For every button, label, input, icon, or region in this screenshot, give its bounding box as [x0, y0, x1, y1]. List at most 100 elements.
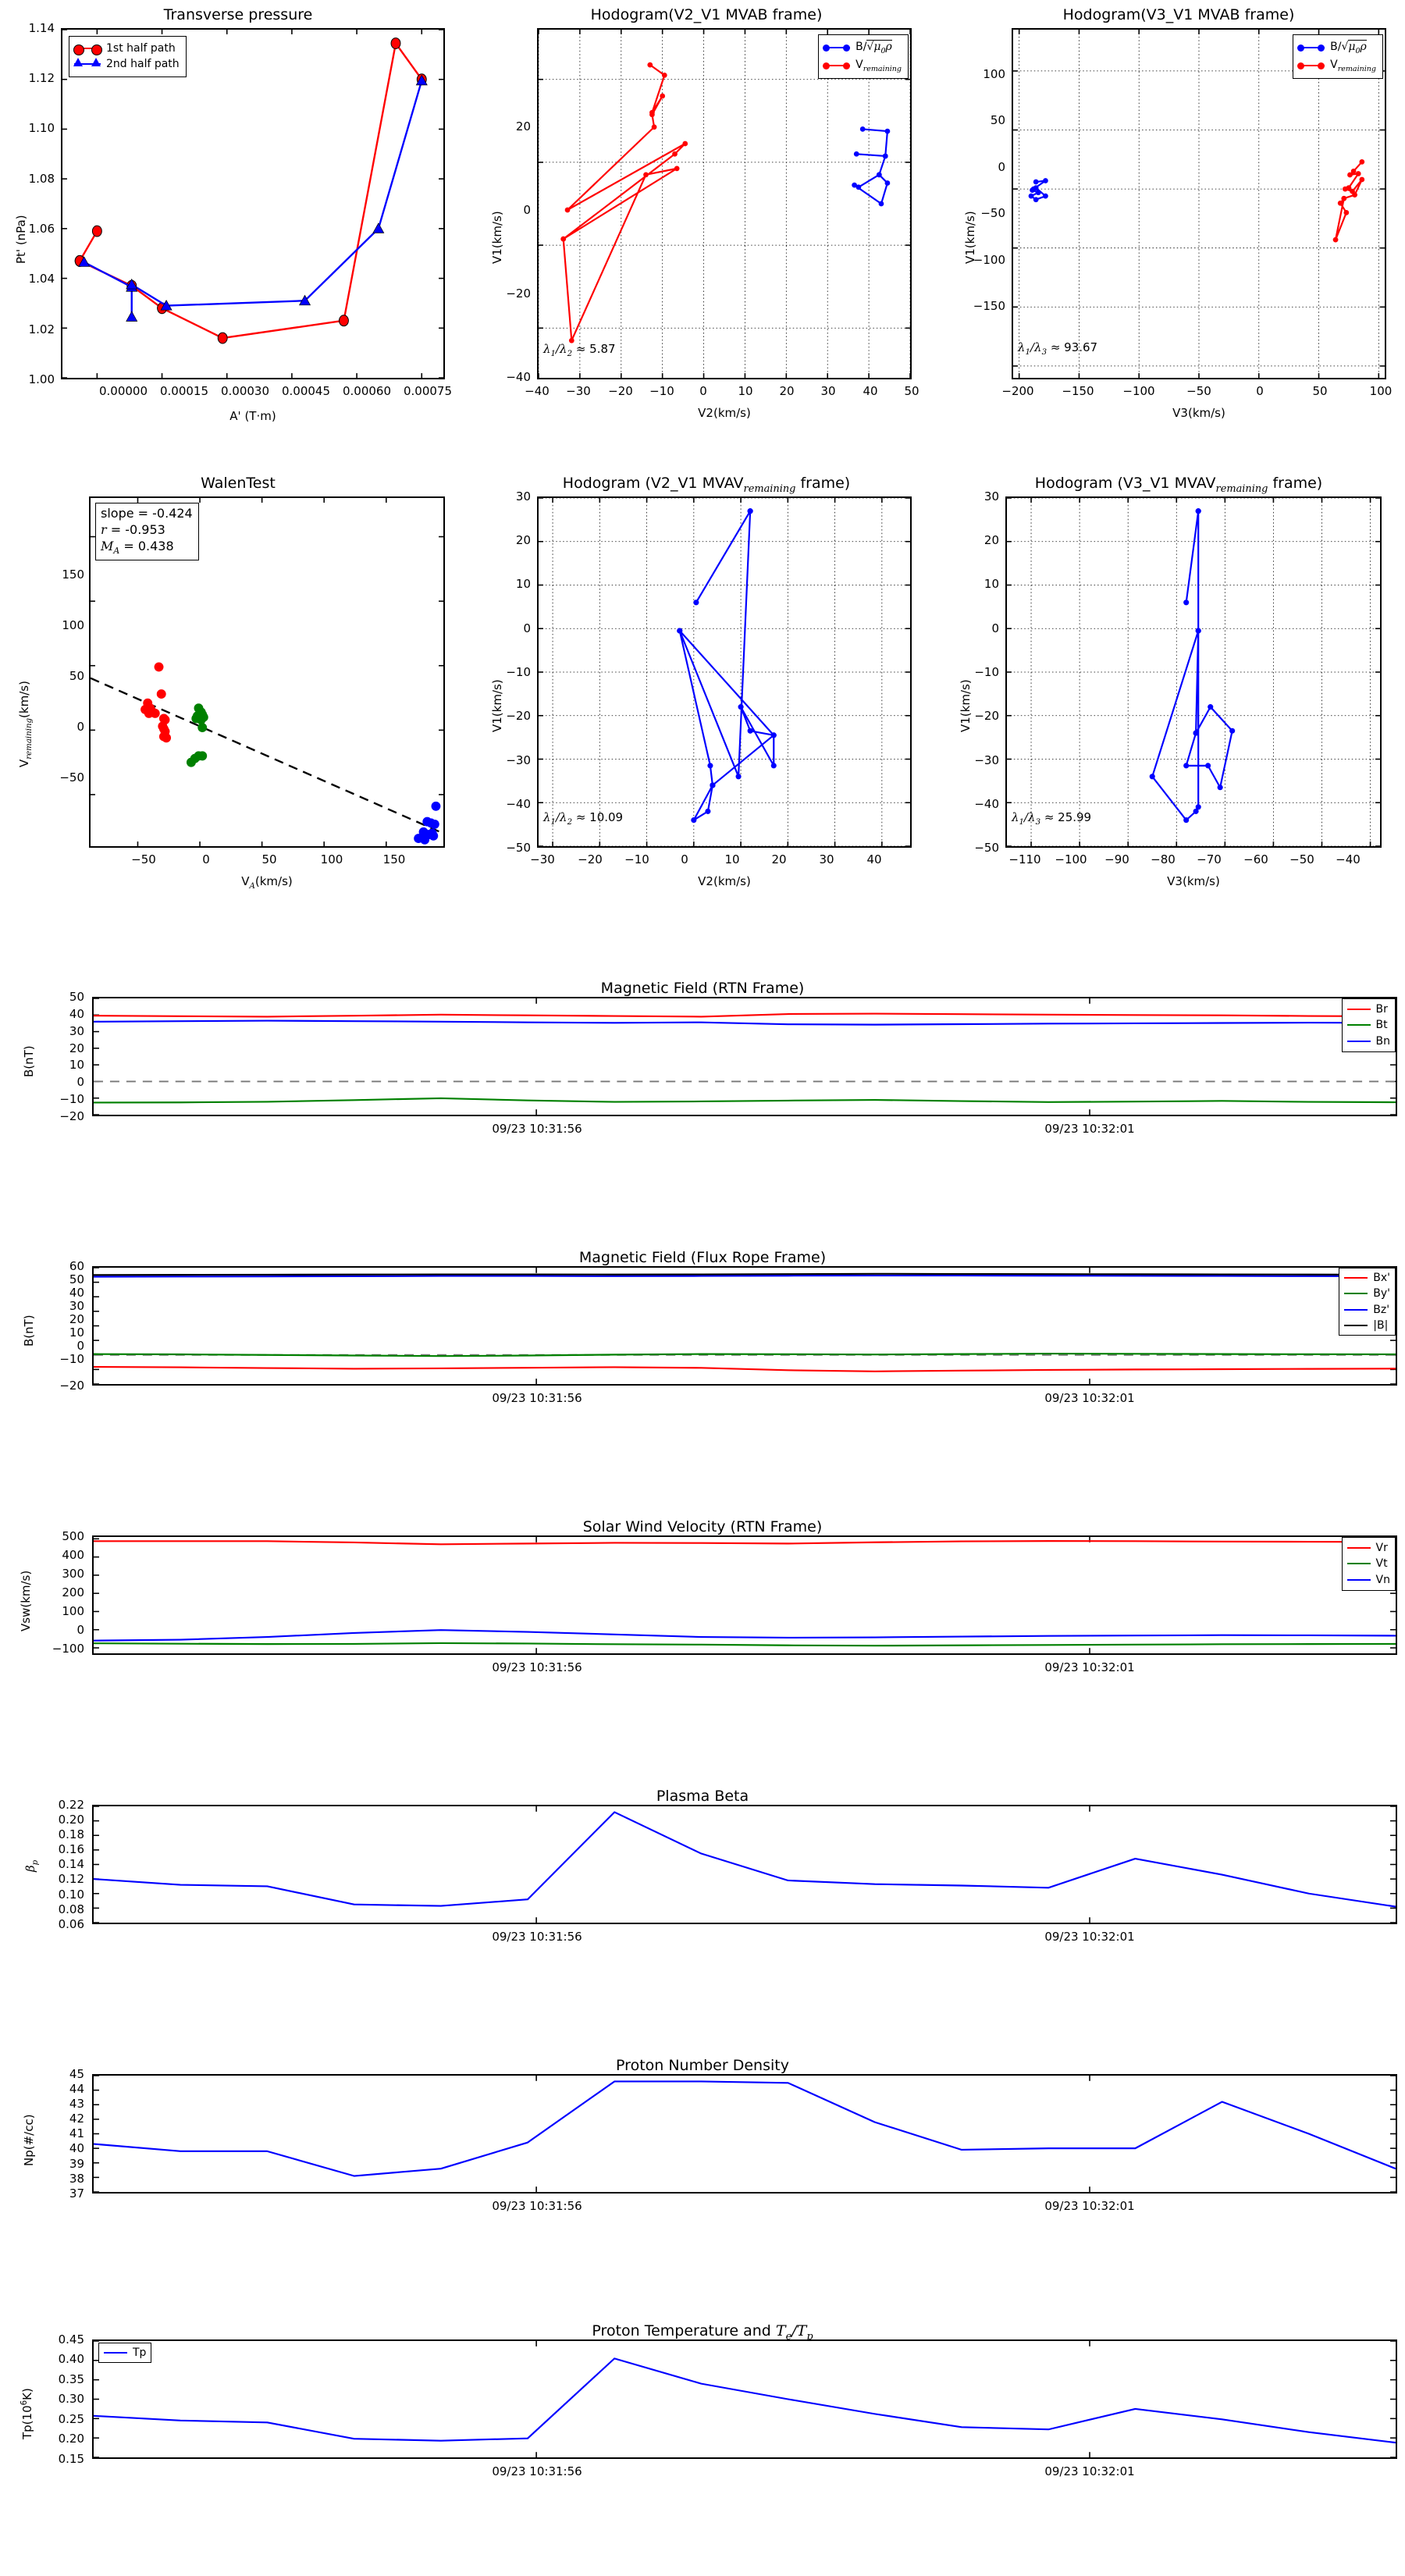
panel-hodogram-v2v1-mvab: Hodogram(V2_V1 MVAB frame) 20 0 −20 −40 …	[468, 6, 929, 451]
ytick: 40	[69, 1007, 84, 1021]
legend-swatch-vremaining	[1297, 62, 1325, 69]
ytick: −10	[59, 1352, 84, 1366]
ytick: 10	[515, 577, 531, 591]
x-axis-label: V3(km/s)	[1167, 874, 1220, 888]
plot-area	[92, 997, 1397, 1116]
ytick: 38	[69, 2172, 84, 2186]
legend-swatch-2nd-half	[73, 58, 101, 67]
legend-swatch-bn	[1346, 1040, 1371, 1042]
legend-label: Vt	[1375, 1557, 1388, 1571]
ytick: −40	[506, 797, 531, 811]
ytick: 39	[69, 2157, 84, 2171]
xtick: −80	[1151, 852, 1176, 866]
xtick: 20	[771, 852, 787, 866]
legend-item[interactable]: Br	[1346, 1002, 1390, 1017]
xtick: 09/23 10:32:01	[1044, 1660, 1135, 1674]
legend-label: Bx'	[1373, 1272, 1390, 1284]
ytick: 20	[515, 119, 531, 133]
x-axis-label: V2(km/s)	[698, 874, 751, 888]
xtick: 100	[1369, 384, 1393, 398]
plot-area	[61, 28, 445, 379]
legend-swatch-1st-half	[73, 44, 102, 56]
legend-item[interactable]: Vremaining	[1297, 57, 1376, 75]
legend-item[interactable]: Bt	[1346, 1017, 1390, 1033]
xtick: 30	[820, 384, 836, 398]
legend-label-vremaining: Vremaining	[1330, 58, 1376, 73]
y-axis-label: βp	[23, 1859, 40, 1872]
xtick: 09/23 10:31:56	[492, 2199, 582, 2213]
xtick: 10	[738, 384, 753, 398]
ytick: −20	[59, 1109, 84, 1123]
ytick: 30	[984, 489, 999, 503]
ytick: 1.06	[28, 222, 55, 236]
legend-label-vremaining: Vremaining	[855, 58, 902, 73]
xtick: 09/23 10:31:56	[492, 1660, 582, 1674]
ytick: 0	[76, 720, 84, 734]
xtick: −50	[1186, 384, 1211, 398]
legend[interactable]: B/√μ0ρ Vremaining	[818, 34, 909, 80]
ytick: 0.14	[58, 1857, 84, 1871]
legend-item[interactable]: Vr	[1346, 1540, 1390, 1556]
plot-area	[1012, 28, 1386, 379]
ratio-value: 10.09	[589, 810, 624, 824]
legend-item[interactable]: |B|	[1344, 1318, 1390, 1333]
legend-item[interactable]: Vn	[1346, 1572, 1390, 1588]
ytick: −150	[973, 299, 1005, 313]
legend-item[interactable]: 2nd half path	[73, 56, 180, 72]
panel-title: Magnetic Field (RTN Frame)	[600, 980, 805, 997]
xtick: 09/23 10:32:01	[1044, 2464, 1135, 2478]
ytick: 0.18	[58, 1827, 84, 1841]
legend[interactable]: Bx' By' Bz' |B|	[1339, 1268, 1396, 1336]
legend-item[interactable]: B/√μ0ρ	[823, 39, 902, 57]
panel-walen-test: WalenTest 150 100 50 0 −50 Vremaining(km…	[0, 475, 461, 920]
x-axis-label: V3(km/s)	[1172, 406, 1225, 420]
legend[interactable]: Vr Vt Vn	[1341, 1537, 1396, 1591]
ytick: 30	[69, 1024, 84, 1038]
legend-item[interactable]: 1st half path	[73, 41, 180, 56]
eigenvalue-ratio-annotation: λ1/λ3 ≈ 25.99	[1012, 810, 1092, 827]
xtick: 09/23 10:31:56	[492, 1930, 582, 1944]
legend-swatch-bt	[1346, 1024, 1371, 1026]
legend-item[interactable]: Vremaining	[823, 57, 902, 75]
xtick: 0.00075	[403, 384, 453, 398]
panel-hodogram-v2v1-mvav: Hodogram (V2_V1 MVAVremaining frame) 30 …	[468, 475, 929, 920]
xtick: 0.00000	[98, 384, 148, 398]
legend-item[interactable]: Vt	[1346, 1556, 1390, 1571]
ytick: 0	[76, 1339, 84, 1353]
legend-item[interactable]: Bn	[1346, 1034, 1390, 1049]
ytick: −30	[974, 753, 999, 767]
ytick: 200	[62, 1585, 84, 1599]
xtick: 09/23 10:32:01	[1044, 1391, 1135, 1405]
ytick: −20	[506, 286, 531, 301]
legend[interactable]: Tp	[98, 2343, 152, 2364]
legend-label-alfven: B/√μ0ρ	[1330, 40, 1367, 55]
ytick: 100	[983, 67, 1005, 81]
legend[interactable]: Br Bt Bn	[1341, 998, 1396, 1052]
ytick: 300	[62, 1567, 84, 1581]
legend-item[interactable]: B/√μ0ρ	[1297, 39, 1376, 57]
plot-area	[537, 28, 912, 379]
legend[interactable]: 1st half path 2nd half path	[69, 36, 187, 77]
ytick: −30	[506, 753, 531, 767]
legend-item[interactable]: Bz'	[1344, 1302, 1390, 1318]
ytick: 45	[69, 2067, 84, 2081]
xtick: −70	[1197, 852, 1222, 866]
xtick: −30	[530, 852, 555, 866]
legend-swatch-vremaining	[823, 62, 851, 69]
legend-item[interactable]: Bx'	[1344, 1270, 1390, 1286]
walen-stats-box: slope = -0.424 r = -0.953 MA = 0.438	[95, 503, 199, 560]
xtick: 50	[261, 852, 277, 866]
xtick: −100	[1055, 852, 1087, 866]
legend-item[interactable]: By'	[1344, 1286, 1390, 1301]
panel-title: Proton Number Density	[616, 2057, 789, 2074]
ytick: 60	[69, 1259, 84, 1273]
xtick: −50	[1289, 852, 1314, 866]
ytick: −50	[974, 841, 999, 855]
xtick: −20	[608, 384, 633, 398]
eigenvalue-ratio-annotation: λ1/λ2 ≈ 5.87	[543, 342, 616, 358]
y-axis-label: V1(km/s)	[963, 211, 977, 264]
legend-item[interactable]: Tp	[104, 2345, 146, 2361]
xtick: 0	[699, 384, 707, 398]
legend[interactable]: B/√μ0ρ Vremaining	[1293, 34, 1383, 80]
panel-title: Proton Temperature and Te/Tp	[592, 2322, 813, 2343]
